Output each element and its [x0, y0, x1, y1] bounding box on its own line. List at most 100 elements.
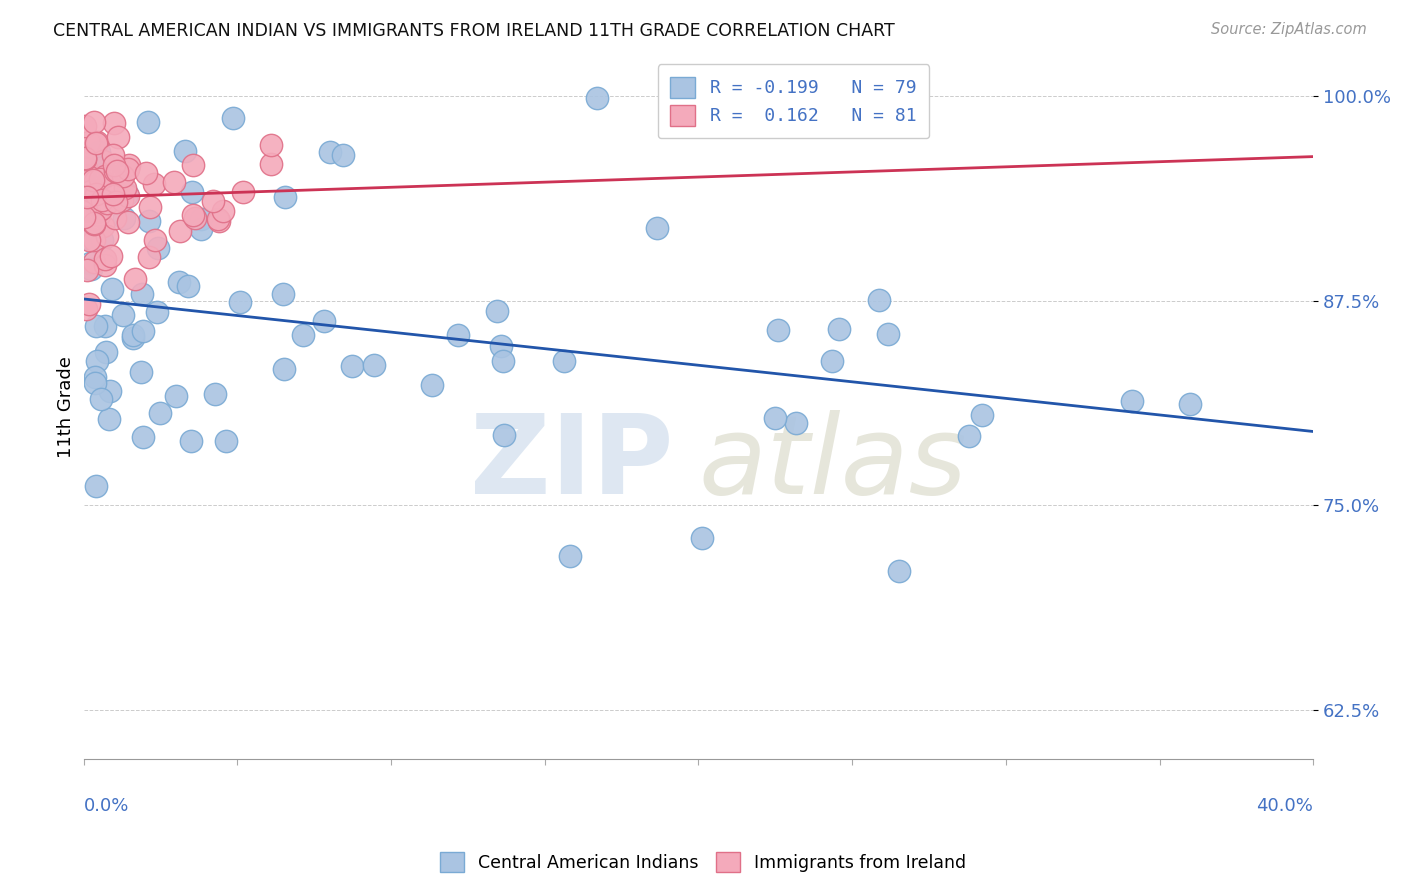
Point: [146, 304, 169, 318]
Point: [73, 120, 96, 134]
Point: [558, 549, 581, 564]
Point: [828, 322, 851, 336]
Point: [77, 233, 100, 247]
Point: [104, 182, 127, 196]
Point: [94, 258, 117, 272]
Point: [143, 177, 166, 191]
Text: 0.0%: 0.0%: [83, 797, 129, 815]
Point: [96, 344, 118, 359]
Point: [73, 152, 96, 166]
Point: [94, 169, 117, 183]
Point: [180, 434, 202, 449]
Point: [136, 115, 159, 129]
Point: [138, 250, 160, 264]
Point: [163, 175, 186, 189]
Point: [98, 412, 121, 426]
Text: atlas: atlas: [699, 409, 967, 516]
Point: [117, 161, 139, 176]
Point: [208, 214, 231, 228]
Point: [180, 185, 202, 199]
Point: [143, 233, 166, 247]
Point: [312, 314, 335, 328]
Point: [165, 389, 187, 403]
Point: [73, 161, 96, 175]
Point: [131, 324, 153, 338]
Text: CENTRAL AMERICAN INDIAN VS IMMIGRANTS FROM IRELAND 11TH GRADE CORRELATION CHART: CENTRAL AMERICAN INDIAN VS IMMIGRANTS FR…: [53, 22, 896, 40]
Point: [84, 136, 107, 150]
Point: [79, 255, 101, 269]
Point: [1178, 397, 1201, 411]
Point: [84, 376, 107, 390]
Point: [86, 135, 108, 149]
Point: [122, 331, 145, 345]
Point: [138, 214, 160, 228]
Point: [690, 532, 713, 546]
Point: [486, 304, 509, 318]
Point: [447, 328, 470, 343]
Point: [420, 377, 443, 392]
Point: [73, 231, 96, 245]
Point: [76, 202, 98, 217]
Point: [647, 220, 669, 235]
Point: [291, 328, 314, 343]
Point: [80, 179, 103, 194]
Point: [785, 416, 807, 430]
Point: [101, 282, 124, 296]
Point: [211, 204, 233, 219]
Point: [340, 359, 363, 373]
Point: [73, 210, 96, 224]
Point: [98, 384, 121, 398]
Point: [232, 186, 254, 200]
Point: [104, 167, 127, 181]
Point: [91, 219, 114, 234]
Point: [112, 211, 135, 225]
Point: [586, 91, 609, 105]
Point: [181, 208, 204, 222]
Point: [75, 302, 97, 317]
Text: Source: ZipAtlas.com: Source: ZipAtlas.com: [1211, 22, 1367, 37]
Point: [104, 211, 127, 225]
Point: [332, 148, 354, 162]
Point: [80, 188, 103, 202]
Point: [80, 149, 103, 163]
Point: [87, 145, 110, 160]
Point: [90, 193, 112, 207]
Point: [148, 406, 170, 420]
Point: [96, 195, 118, 210]
Point: [768, 323, 790, 337]
Point: [80, 184, 103, 198]
Point: [115, 187, 138, 202]
Point: [84, 479, 107, 493]
Point: [148, 241, 170, 255]
Point: [821, 353, 844, 368]
Point: [138, 200, 160, 214]
Point: [877, 326, 900, 341]
Point: [101, 148, 124, 162]
Point: [972, 408, 994, 422]
Point: [260, 157, 283, 171]
Point: [763, 411, 786, 425]
Point: [177, 278, 200, 293]
Point: [135, 166, 157, 180]
Point: [319, 145, 342, 159]
Point: [129, 365, 152, 379]
Point: [222, 112, 245, 126]
Point: [73, 230, 96, 244]
Point: [174, 144, 197, 158]
Point: [204, 387, 226, 401]
Point: [184, 211, 207, 225]
Point: [957, 428, 980, 442]
Point: [91, 233, 114, 247]
Point: [89, 208, 111, 222]
Point: [190, 211, 212, 226]
Point: [111, 169, 134, 183]
Point: [96, 177, 118, 191]
Point: [96, 229, 118, 244]
Point: [103, 116, 125, 130]
Point: [76, 169, 98, 184]
Point: [492, 428, 515, 442]
Point: [80, 261, 103, 276]
Text: ZIP: ZIP: [471, 409, 673, 516]
Point: [91, 193, 114, 207]
Legend: R = -0.199   N = 79, R =  0.162   N = 81: R = -0.199 N = 79, R = 0.162 N = 81: [658, 64, 929, 138]
